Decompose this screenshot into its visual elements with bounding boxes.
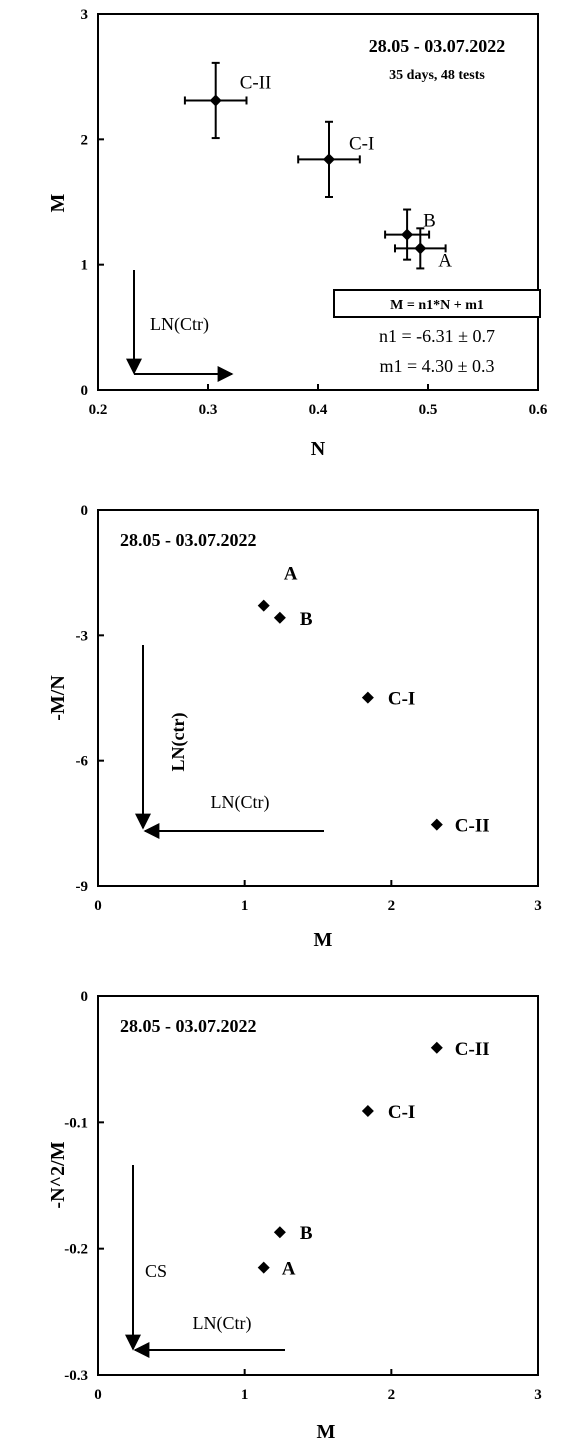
y-tick-label: 2 — [81, 132, 89, 148]
x-tick-label: 0.3 — [199, 402, 218, 418]
y-axis-label: -N^2/M — [47, 1141, 69, 1208]
y-tick-label: 0 — [81, 383, 89, 399]
data-point-label: C-I — [388, 1102, 415, 1123]
x-axis-label: N — [311, 438, 326, 460]
x-tick-label: 1 — [241, 1387, 249, 1403]
data-point-marker — [273, 1226, 286, 1239]
date-range-label: 28.05 - 03.07.2022 — [120, 530, 257, 550]
chart-m-vs-n: 0.2 0.3 0.4 0.5 0.6 0 1 2 3 N M AB C-I C-II 28.05 … — [47, 7, 548, 460]
data-point-label: B — [300, 1223, 313, 1244]
data-point-marker — [361, 1104, 374, 1117]
subtitle-label: 35 days, 48 tests — [389, 68, 485, 83]
data-point-label: A — [438, 250, 452, 271]
y-tick-label: -9 — [76, 879, 89, 895]
x-tick-label: 3 — [534, 1387, 542, 1403]
data-point-label: C-II — [455, 816, 490, 837]
y-axis-label: M — [47, 193, 69, 212]
y-tick-label: -0.3 — [64, 1368, 88, 1384]
tick-group: 0 1 2 3 0 -3 -6 -9 — [76, 503, 542, 914]
chart-negm-over-n-vs-m: 0 1 2 3 0 -3 -6 -9 M -M/N A B C-I C-II 28.05 - 03.… — [47, 503, 542, 951]
horizontal-arrow-label: LN(Ctr) — [193, 1313, 252, 1334]
x-tick-label: 0.5 — [419, 402, 438, 418]
x-tick-label: 0.4 — [309, 402, 328, 418]
equation-box — [333, 289, 541, 318]
data-point-marker — [257, 599, 270, 612]
y-tick-label: 3 — [81, 7, 89, 23]
tick-group: 0.2 0.3 0.4 0.5 0.6 0 1 2 3 — [81, 7, 548, 418]
data-point-label: B — [423, 211, 436, 232]
y-tick-label: -6 — [76, 754, 89, 770]
plot-frame — [97, 995, 539, 1376]
x-axis-label: M — [314, 929, 333, 951]
tick-group: 0 1 2 3 0 -0.1 -0.2 -0.3 — [64, 989, 542, 1403]
data-point-group: AB C-I C-II — [183, 61, 452, 271]
x-tick-label: 0 — [94, 898, 102, 914]
data-point-group: A B C-I C-II — [257, 564, 490, 837]
y-tick-label: -0.2 — [64, 1242, 88, 1258]
data-point-marker — [257, 1261, 270, 1274]
vertical-arrow-label: CS — [145, 1261, 167, 1281]
y-tick-label: -3 — [76, 628, 89, 644]
plot-frame — [97, 509, 539, 887]
data-point-marker — [209, 94, 222, 107]
data-point-label: B — [300, 609, 313, 630]
x-tick-label: 1 — [241, 898, 249, 914]
data-point-group: AB C-I C-II — [257, 1039, 490, 1280]
x-tick-label: 2 — [388, 1387, 396, 1403]
n1-label: n1 = -6.31 ± 0.7 — [379, 326, 495, 346]
data-point-marker — [401, 228, 414, 241]
arrow-label: LN(Ctr) — [150, 314, 209, 335]
data-point-marker — [430, 1041, 443, 1054]
x-tick-label: 3 — [534, 898, 542, 914]
data-point-label: A — [284, 564, 298, 585]
data-point-marker — [430, 818, 443, 831]
data-point-label: C-II — [455, 1039, 490, 1060]
data-point-label: C-II — [240, 72, 272, 93]
x-tick-label: 0 — [94, 1387, 102, 1403]
data-point-label: C-I — [349, 133, 374, 154]
y-tick-label: -0.1 — [64, 1115, 88, 1131]
m1-label: m1 = 4.30 ± 0.3 — [379, 356, 494, 376]
x-tick-label: 0.6 — [529, 402, 548, 418]
x-tick-label: 2 — [388, 898, 396, 914]
date-range-label: 28.05 - 03.07.2022 — [369, 36, 506, 56]
x-tick-label: 0.2 — [89, 402, 108, 418]
y-axis-label: -M/N — [47, 675, 69, 721]
x-axis-label: M — [317, 1421, 336, 1443]
equation-label: M = n1*N + m1 — [390, 298, 484, 313]
data-point-marker — [361, 691, 374, 704]
y-tick-label: 1 — [81, 258, 89, 274]
data-point-marker — [273, 611, 286, 624]
vertical-arrow-label: LN(ctr) — [168, 713, 189, 772]
date-range-label: 28.05 - 03.07.2022 — [120, 1016, 257, 1036]
y-tick-label: 0 — [81, 503, 89, 519]
y-tick-label: 0 — [81, 989, 89, 1005]
data-point-marker — [323, 153, 335, 166]
data-point-marker — [414, 242, 427, 255]
horizontal-arrow-label: LN(Ctr) — [211, 792, 270, 813]
chart-negn2-over-m-vs-m: 0 1 2 3 0 -0.1 -0.2 -0.3 M -N^2/M AB C-I C-II 28.… — [47, 989, 542, 1443]
data-point-label: A — [282, 1259, 296, 1280]
data-point-label: C-I — [388, 689, 415, 710]
